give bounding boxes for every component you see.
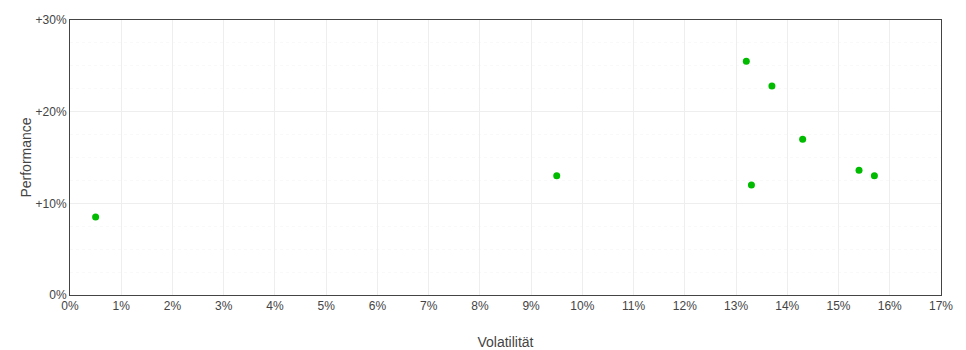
svg-text:0%: 0% xyxy=(49,288,67,302)
svg-text:Performance: Performance xyxy=(18,117,34,197)
svg-text:+20%: +20% xyxy=(36,105,67,119)
svg-text:4%: 4% xyxy=(266,299,284,313)
svg-text:11%: 11% xyxy=(622,299,645,313)
svg-text:+10%: +10% xyxy=(36,197,67,211)
svg-text:5%: 5% xyxy=(318,299,336,313)
svg-text:16%: 16% xyxy=(878,299,902,313)
svg-text:0%: 0% xyxy=(61,299,79,313)
svg-text:+30%: +30% xyxy=(36,13,67,27)
svg-text:10%: 10% xyxy=(570,299,594,313)
svg-text:3%: 3% xyxy=(215,299,233,313)
svg-text:7%: 7% xyxy=(420,299,438,313)
svg-text:12%: 12% xyxy=(673,299,697,313)
svg-text:6%: 6% xyxy=(369,299,387,313)
svg-text:1%: 1% xyxy=(113,299,131,313)
svg-text:8%: 8% xyxy=(471,299,489,313)
svg-text:13%: 13% xyxy=(724,299,748,313)
svg-text:Volatilität: Volatilität xyxy=(477,334,533,350)
svg-text:15%: 15% xyxy=(827,299,851,313)
svg-text:17%: 17% xyxy=(929,299,953,313)
svg-text:14%: 14% xyxy=(775,299,799,313)
svg-text:9%: 9% xyxy=(522,299,540,313)
svg-text:2%: 2% xyxy=(164,299,182,313)
